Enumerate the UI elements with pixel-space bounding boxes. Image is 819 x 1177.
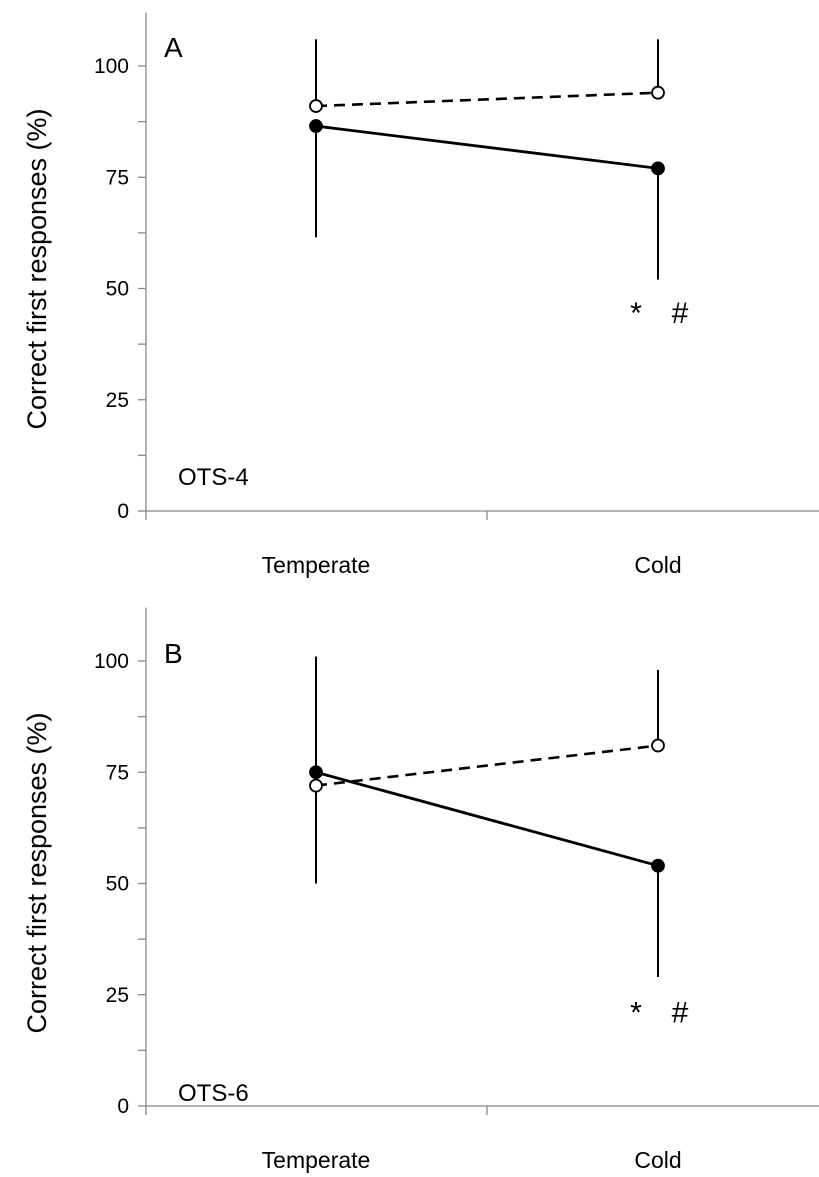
y-tick-label: 100 [94, 650, 129, 673]
series-line-solid [315, 770, 659, 868]
series-line-dashed [315, 744, 659, 787]
x-category-label: Cold [634, 552, 681, 578]
y-tick-label: 0 [117, 1095, 129, 1118]
x-category-label: Temperate [262, 552, 371, 578]
open-circle-marker [309, 778, 323, 793]
y-tick-label: 50 [106, 278, 129, 301]
x-category-label: Temperate [262, 1147, 371, 1173]
open-circle-marker [651, 85, 665, 100]
filled-circle-marker [309, 765, 323, 780]
open-circle-marker [309, 99, 323, 113]
panel-letter: B [164, 638, 183, 669]
y-tick-label: 100 [94, 55, 129, 78]
filled-circle-marker [651, 161, 665, 176]
y-axis-label: Correct first responses (%) [22, 108, 52, 429]
significance-mark: * [630, 997, 642, 1030]
filled-circle-marker [309, 119, 323, 133]
open-circle-marker [651, 738, 665, 753]
panel-tag: OTS-4 [178, 464, 249, 491]
filled-circle-marker [651, 858, 665, 873]
y-axis-label: Correct first responses (%) [22, 712, 52, 1033]
series-line-solid [315, 124, 659, 170]
y-tick-label: 50 [106, 873, 129, 896]
y-tick-label: 25 [106, 389, 129, 412]
significance-mark: # [672, 297, 689, 330]
panel-letter: A [164, 32, 183, 63]
significance-mark: # [672, 997, 689, 1030]
y-tick-label: 75 [106, 761, 129, 784]
y-tick-label: 25 [106, 984, 129, 1007]
panel-b: Correct first responses (%) B OTS-6 0 25 5… [22, 607, 819, 1173]
x-category-label: Cold [634, 1147, 681, 1173]
y-tick-label: 0 [117, 500, 129, 523]
y-tick-label: 75 [106, 166, 129, 189]
panel-tag: OTS-6 [178, 1080, 249, 1107]
panel-a: Correct first responses (%) A OTS-4 0 25 5… [22, 12, 819, 578]
significance-mark: * [630, 297, 642, 330]
series-line-dashed [315, 91, 659, 108]
